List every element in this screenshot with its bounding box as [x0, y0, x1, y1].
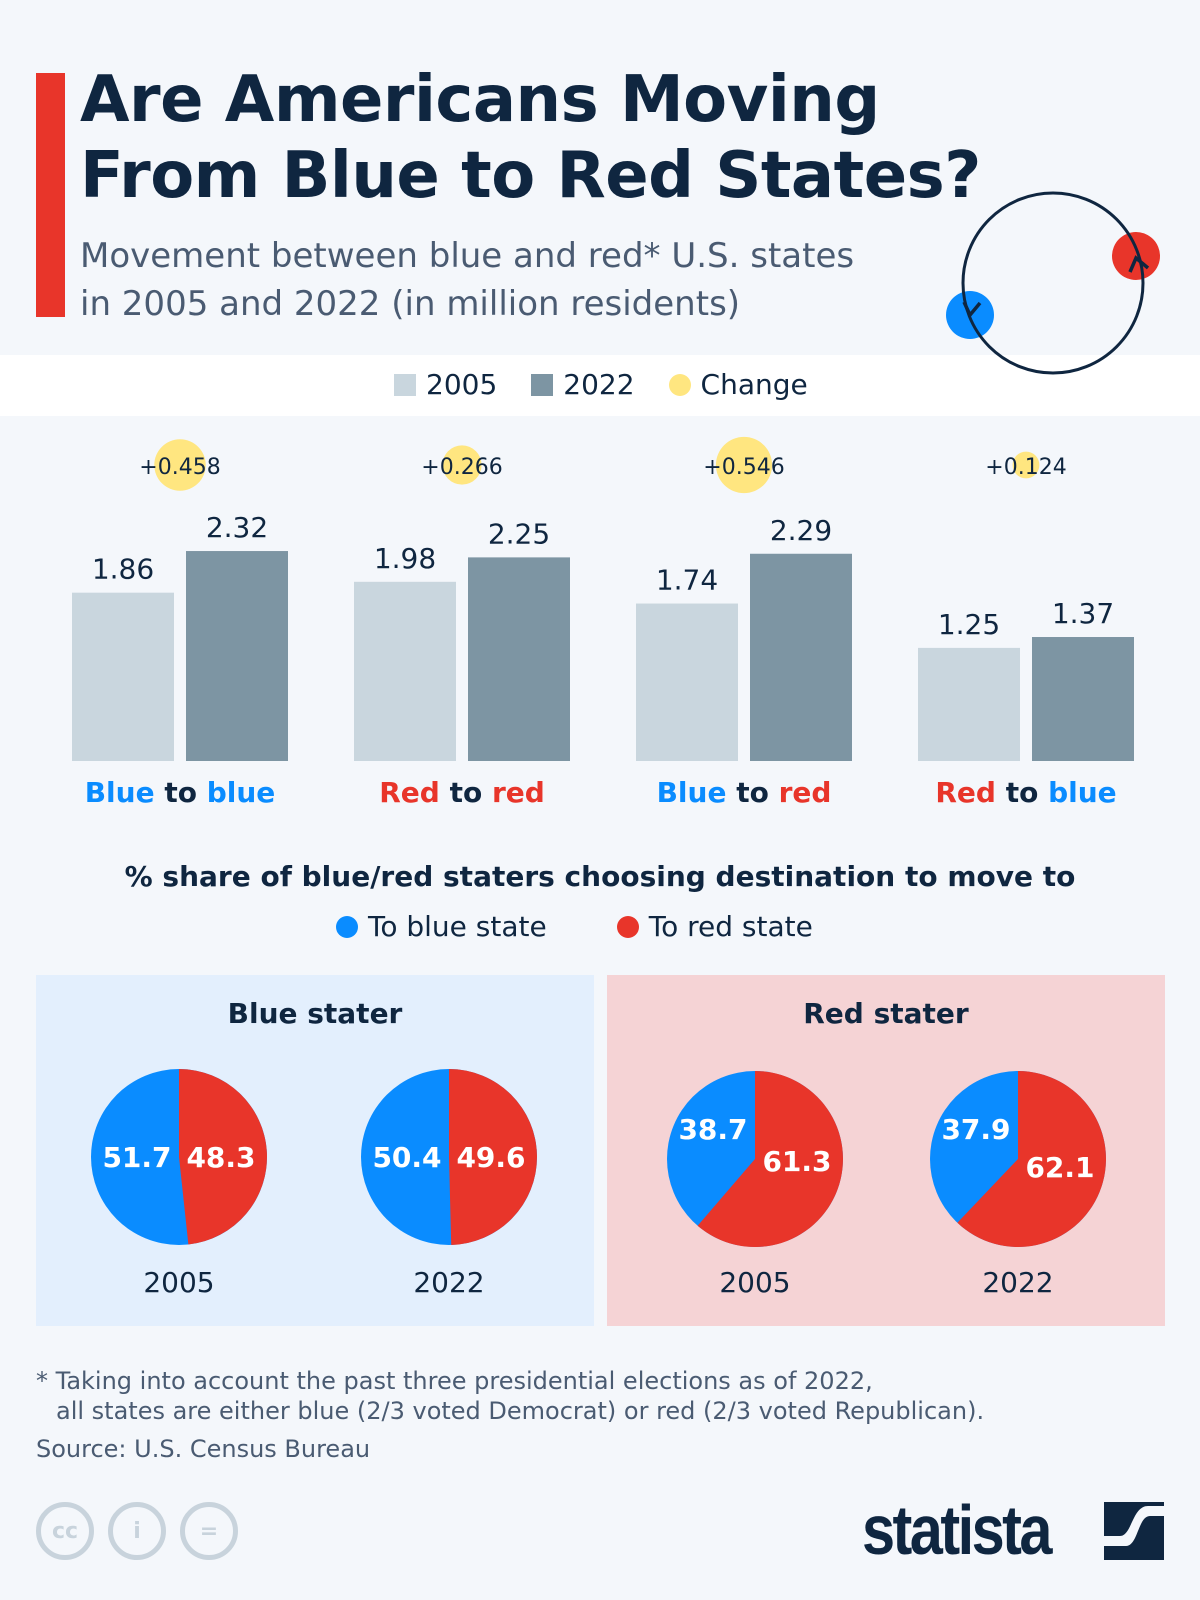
bar-value-label: 2.29 [770, 514, 832, 547]
bar-2005 [918, 647, 1020, 761]
bar-2005 [636, 603, 738, 761]
change-bubble [1012, 451, 1040, 479]
change-bubble [715, 436, 773, 494]
category-from: Blue [656, 776, 727, 809]
pie-slice-red [697, 1071, 843, 1247]
category-from: Red [935, 776, 996, 809]
category-label: Blue to blue [60, 776, 300, 809]
bar-value-label: 2.32 [206, 511, 268, 544]
legend-label-blue: To blue state [368, 910, 547, 943]
panel-title: Red stater [803, 997, 969, 1030]
panel-title: Blue stater [227, 997, 403, 1030]
legend-swatch-2005 [394, 373, 416, 396]
title-line-2: From Blue to Red States? [80, 139, 981, 213]
bar-2005 [354, 581, 456, 761]
bar-2022 [750, 553, 852, 761]
category-to: red [778, 776, 832, 809]
bar-legend: 2005 2022 Change [394, 368, 808, 401]
accent-bar [36, 73, 65, 317]
bar-group: +0.124 1.25 1.37 [918, 451, 1134, 761]
category-to: blue [1048, 776, 1117, 809]
bar-group: +0.458 1.86 2.32 [72, 439, 288, 761]
bar-value-label: 1.37 [1052, 597, 1114, 630]
bar-2022 [1032, 637, 1134, 761]
bar-value-label: 1.98 [374, 542, 436, 575]
pie-label-red: 49.6 [456, 1141, 525, 1174]
legend-label-change: Change [700, 368, 808, 401]
category-c: to [1005, 776, 1039, 809]
category-to: red [491, 776, 545, 809]
pie-label-red: 62.1 [1025, 1151, 1094, 1184]
pie-slice-red [957, 1071, 1106, 1247]
category-c: to [164, 776, 197, 809]
migration-cycle-icon [946, 191, 1160, 375]
bar-2022 [186, 551, 288, 761]
legend-band [0, 355, 1200, 416]
category-to: blue [206, 776, 276, 809]
no-derivatives-icon[interactable]: = [180, 1502, 238, 1560]
footnote-line-2: all states are either blue (2/3 voted De… [56, 1397, 985, 1425]
bar-chart: +0.458 1.86 2.32 +0.266 1.98 2.25 +0.546 1.74 2.… [72, 436, 1134, 761]
bar-value-label: 1.86 [92, 553, 154, 586]
pie-label-red: 61.3 [762, 1145, 831, 1178]
category-label: Blue to red [624, 776, 864, 809]
category-label: Red to red [342, 776, 582, 809]
legend-dot-red [616, 915, 639, 938]
pie-legend: To blue state To red state [336, 910, 813, 943]
pie-label-blue: 50.4 [372, 1141, 441, 1174]
legend-swatch-change [668, 373, 691, 396]
change-label: +0.546 [703, 455, 784, 480]
pie-label-blue: 38.7 [678, 1113, 747, 1146]
bar-value-label: 1.25 [938, 608, 1000, 641]
legend-label-red: To red state [648, 910, 813, 943]
statista-logo-text[interactable]: statista [862, 1491, 1052, 1569]
bar-group: +0.266 1.98 2.25 [354, 445, 570, 761]
category-label: Red to blue [906, 776, 1146, 809]
pie-charts: 51.7 48.3 50.4 49.6 38.7 61.3 37.9 62.1 [91, 1069, 1106, 1247]
change-label: +0.458 [139, 455, 220, 480]
pie-label-blue: 37.9 [941, 1113, 1010, 1146]
source: Source: U.S. Census Bureau [36, 1435, 371, 1463]
bar-2005 [72, 592, 174, 761]
cc-icon[interactable]: cc [36, 1502, 94, 1560]
pie-year-label: 2022 [413, 1266, 485, 1299]
category-c: to [449, 776, 483, 809]
subtitle-line-2: in 2005 and 2022 (in million residents) [80, 284, 741, 324]
pie-slice-red [449, 1069, 537, 1245]
legend-label-2022: 2022 [563, 368, 635, 401]
pie: 38.7 61.3 [667, 1071, 843, 1247]
legend-dot-blue [336, 915, 358, 938]
pie-year-label: 2022 [982, 1266, 1054, 1299]
category-c: to [736, 776, 769, 809]
bar-2022 [468, 557, 570, 761]
change-bubble [442, 445, 482, 485]
change-label: +0.124 [985, 455, 1066, 480]
footnote-line-1: * Taking into account the past three pre… [36, 1367, 873, 1395]
pie-year-label: 2005 [143, 1266, 215, 1299]
change-label: +0.266 [421, 455, 502, 480]
statista-logo-icon [1104, 1502, 1164, 1560]
legend-swatch-2022 [531, 373, 554, 396]
bar-group: +0.546 1.74 2.29 [636, 436, 852, 761]
category-from: Red [379, 776, 440, 809]
pie: 50.4 49.6 [361, 1069, 537, 1245]
subtitle-line-1: Movement between blue and red* U.S. stat… [80, 236, 855, 276]
title-line-1: Are Americans Moving [80, 63, 880, 137]
change-bubble [154, 439, 206, 491]
pie: 51.7 48.3 [91, 1069, 267, 1245]
pie-section-title: % share of blue/red staters choosing des… [124, 860, 1076, 893]
pie-label-blue: 51.7 [102, 1141, 171, 1174]
attribution-icon[interactable]: i [108, 1502, 166, 1560]
pie-label-red: 48.3 [186, 1141, 255, 1174]
bar-value-label: 2.25 [488, 517, 550, 550]
bar-value-label: 1.74 [656, 564, 718, 597]
pie-slice-red [179, 1069, 267, 1245]
category-from: Blue [84, 776, 155, 809]
legend-label-2005: 2005 [426, 368, 498, 401]
pie: 37.9 62.1 [930, 1071, 1106, 1247]
pie-year-label: 2005 [719, 1266, 791, 1299]
